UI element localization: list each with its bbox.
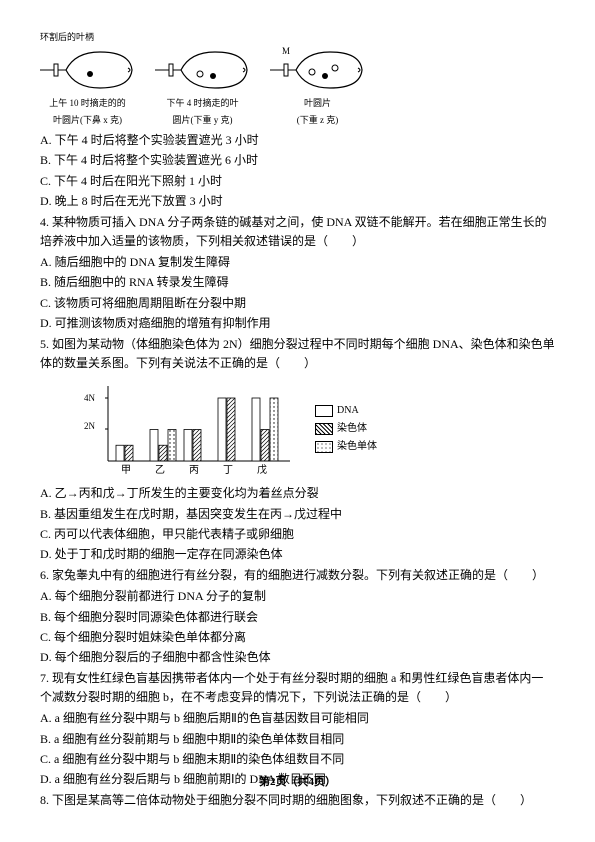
fish-1-label1: 上午 10 时摘走的的 (40, 96, 135, 110)
q5-chart: 4N 2N 甲 乙 丙 丁 戊 DNA 染色体 染色单体 (80, 381, 555, 476)
legend-chromatid: 染色单体 (337, 439, 377, 455)
legend-chrom: 染色体 (337, 421, 367, 437)
q7-stem: 7. 现有女性红绿色盲基因携带者体内一个处于有丝分裂时期的细胞 a 和男性红绿色… (40, 669, 555, 707)
q6-option-D: D. 每个细胞分裂后的子细胞中都含性染色体 (40, 648, 555, 667)
svg-text:甲: 甲 (121, 465, 131, 476)
fish-2: 下午 4 时摘走的叶 圆片(下重 y 克) (155, 46, 250, 127)
fish-2-label2: 圆片(下重 y 克) (155, 113, 250, 127)
q4-stem: 4. 某种物质可插入 DNA 分子两条链的碱基对之间，使 DNA 双链不能解开。… (40, 213, 555, 251)
chart-legend: DNA 染色体 染色单体 (315, 401, 377, 457)
fish-svg-1 (40, 46, 135, 94)
q6-option-C: C. 每个细胞分裂时姐妹染色单体都分离 (40, 628, 555, 647)
svg-text:乙: 乙 (155, 464, 165, 476)
q5-stem: 5. 如图为某动物（体细胞染色体为 2N）细胞分裂过程中不同时期每个细胞 DNA… (40, 335, 555, 373)
legend-dna: DNA (337, 403, 359, 419)
q7-option-B: B. a 细胞有丝分裂前期与 b 细胞中期Ⅱ的染色单体数目相同 (40, 730, 555, 749)
fish-svg-2 (155, 46, 250, 94)
q3-option-C: C. 下午 4 时后在阳光下照射 1 小时 (40, 172, 555, 191)
svg-text:丁: 丁 (223, 465, 233, 476)
svg-text:戊: 戊 (257, 464, 267, 476)
fish-1-label2: 叶圆片(下鼻 x 克) (40, 113, 135, 127)
q4-option-D: D. 可推测该物质对癌细胞的增殖有抑制作用 (40, 314, 555, 333)
fish-2-label1: 下午 4 时摘走的叶 (155, 96, 250, 110)
q5-option-C: C. 丙可以代表体细胞，甲只能代表精子或卵细胞 (40, 525, 555, 544)
q6-stem: 6. 家兔睾丸中有的细胞进行有丝分裂，有的细胞进行减数分裂。下列有关叙述正确的是… (40, 566, 555, 585)
diagram-top-label: 环割后的叶柄 (40, 30, 555, 44)
fish-svg-3: M (270, 46, 365, 94)
q5-option-D: D. 处于丁和戊时期的细胞一定存在同源染色体 (40, 545, 555, 564)
chart-svg: 4N 2N 甲 乙 丙 丁 戊 (80, 381, 300, 476)
fish-3-label1: 叶圆片 (270, 96, 365, 110)
q4-option-A: A. 随后细胞中的 DNA 复制发生障碍 (40, 253, 555, 272)
fish-3: M 叶圆片 (下重 z 克) (270, 46, 365, 127)
fish-diagram: 环割后的叶柄 上午 10 时摘走的的 叶圆片(下鼻 x 克) (40, 30, 555, 127)
q4-option-B: B. 随后细胞中的 RNA 转录发生障碍 (40, 273, 555, 292)
q6-option-A: A. 每个细胞分裂前都进行 DNA 分子的复制 (40, 587, 555, 606)
q3-option-A: A. 下午 4 时后将整个实验装置遮光 3 小时 (40, 131, 555, 150)
svg-text:2N: 2N (84, 421, 96, 431)
q3-option-D: D. 晚上 8 时后在无光下放置 3 小时 (40, 192, 555, 211)
q7-option-C: C. a 细胞有丝分裂中期与 b 细胞末期Ⅱ的染色体组数目不同 (40, 750, 555, 769)
svg-text:丙: 丙 (189, 465, 199, 476)
fish-1: 上午 10 时摘走的的 叶圆片(下鼻 x 克) (40, 46, 135, 127)
svg-text:4N: 4N (84, 393, 96, 403)
q6-option-B: B. 每个细胞分裂时同源染色体都进行联会 (40, 608, 555, 627)
fish-3-label2: (下重 z 克) (270, 113, 365, 127)
q8-stem: 8. 下图是某高等二倍体动物处于细胞分裂不同时期的细胞图象，下列叙述不正确的是（… (40, 791, 555, 810)
q5-option-B: B. 基因重组发生在戊时期，基因突变发生在丙→戊过程中 (40, 505, 555, 524)
q5-option-A: A. 乙→丙和戊→丁所发生的主要变化均为着丝点分裂 (40, 484, 555, 503)
q4-option-C: C. 该物质可将细胞周期阻断在分裂中期 (40, 294, 555, 313)
page-footer: 第2页（共4页） (40, 774, 555, 792)
q3-option-B: B. 下午 4 时后将整个实验装置遮光 6 小时 (40, 151, 555, 170)
svg-text:M: M (282, 46, 290, 56)
q7-option-A: A. a 细胞有丝分裂中期与 b 细胞后期Ⅱ的色盲基因数目可能相同 (40, 709, 555, 728)
